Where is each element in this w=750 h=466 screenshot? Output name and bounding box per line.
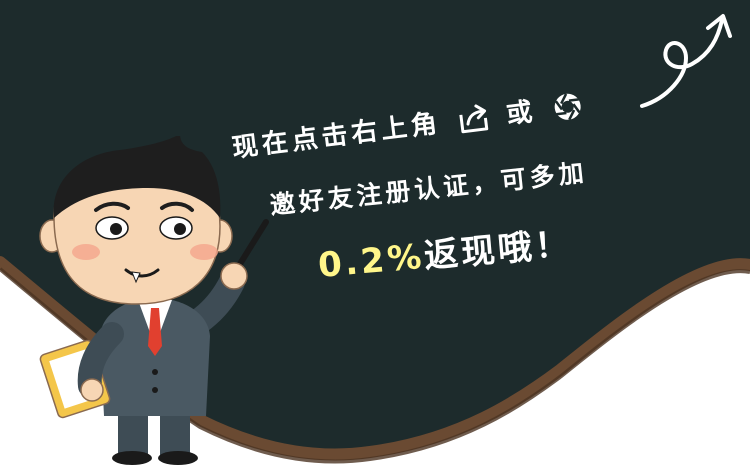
instruction-line-1: 现在点击右上角 或 [230,84,591,165]
curly-arrow-icon [640,14,732,108]
cashback-amount: 0.2% [316,236,426,286]
aperture-icon [551,90,586,124]
teacher-illustration [39,136,269,465]
share-icon [456,102,491,136]
instruction-text-or: 或 [504,96,539,131]
